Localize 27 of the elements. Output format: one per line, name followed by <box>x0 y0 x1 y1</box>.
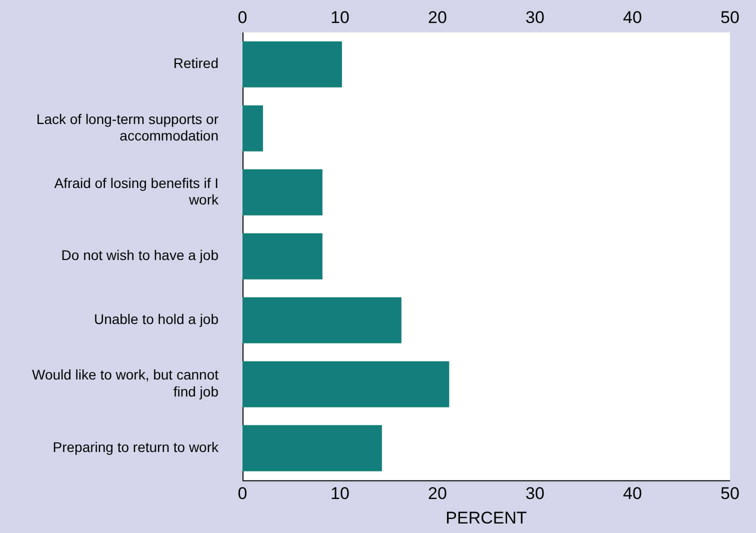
x2-tick-label: 30 <box>526 484 544 504</box>
bar <box>242 425 382 472</box>
y-tick-label: Would like to work, but cannot find job <box>32 366 219 400</box>
y-tick-label: Lack of long-term supports or accommodation <box>36 110 219 144</box>
x-tick-label: 0 <box>238 8 248 27</box>
y-tick-label: Unable to hold a job <box>94 311 219 328</box>
x2-tick-label: 40 <box>623 484 642 504</box>
x2-tick-label: 20 <box>428 484 447 504</box>
bar <box>242 41 342 88</box>
bar <box>242 297 402 344</box>
x-tick-label: 30 <box>526 8 544 27</box>
x-axis-title: PERCENT <box>446 508 527 528</box>
bar <box>242 233 322 280</box>
x2-tick-label: 0 <box>238 484 248 504</box>
y-tick-label: Preparing to return to work <box>52 439 220 456</box>
bar <box>242 361 450 408</box>
x-tick-label: 50 <box>720 8 740 27</box>
bar <box>242 105 263 152</box>
y-tick-label: Afraid of losing benefits if I work <box>54 174 220 208</box>
x2-tick-label: 50 <box>720 484 740 504</box>
x-tick-label: 40 <box>623 8 642 27</box>
y-tick-label: Do not wish to have a job <box>61 247 219 264</box>
bar <box>242 169 322 216</box>
x-tick-label: 10 <box>330 8 350 27</box>
x-tick-label: 20 <box>428 8 447 27</box>
y-tick-label: Retired <box>173 55 219 72</box>
x2-tick-label: 10 <box>330 484 350 504</box>
